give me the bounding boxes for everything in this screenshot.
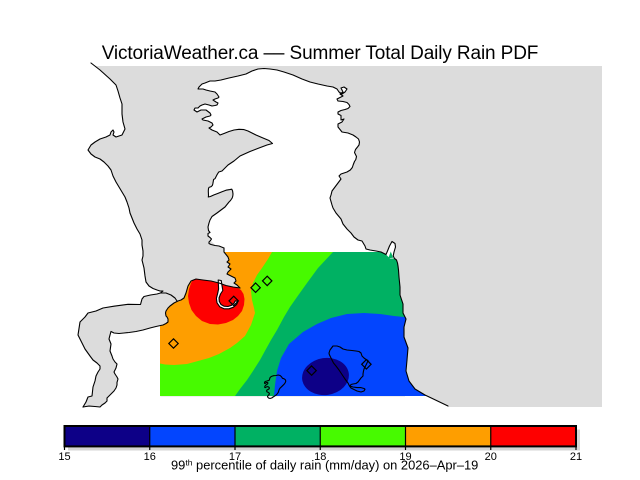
svg-text:20: 20 xyxy=(485,451,497,463)
svg-text:21: 21 xyxy=(570,451,582,463)
svg-text:18: 18 xyxy=(314,451,326,463)
svg-text:VictoriaWeather.ca –– Summer T: VictoriaWeather.ca –– Summer Total Daily… xyxy=(102,43,539,64)
svg-text:17: 17 xyxy=(229,451,241,463)
svg-text:19: 19 xyxy=(399,451,411,463)
svg-text:15: 15 xyxy=(58,451,70,463)
svg-text:16: 16 xyxy=(144,451,156,463)
svg-text:99th percentile of daily rain: 99th percentile of daily rain (mm/day) o… xyxy=(171,458,478,473)
